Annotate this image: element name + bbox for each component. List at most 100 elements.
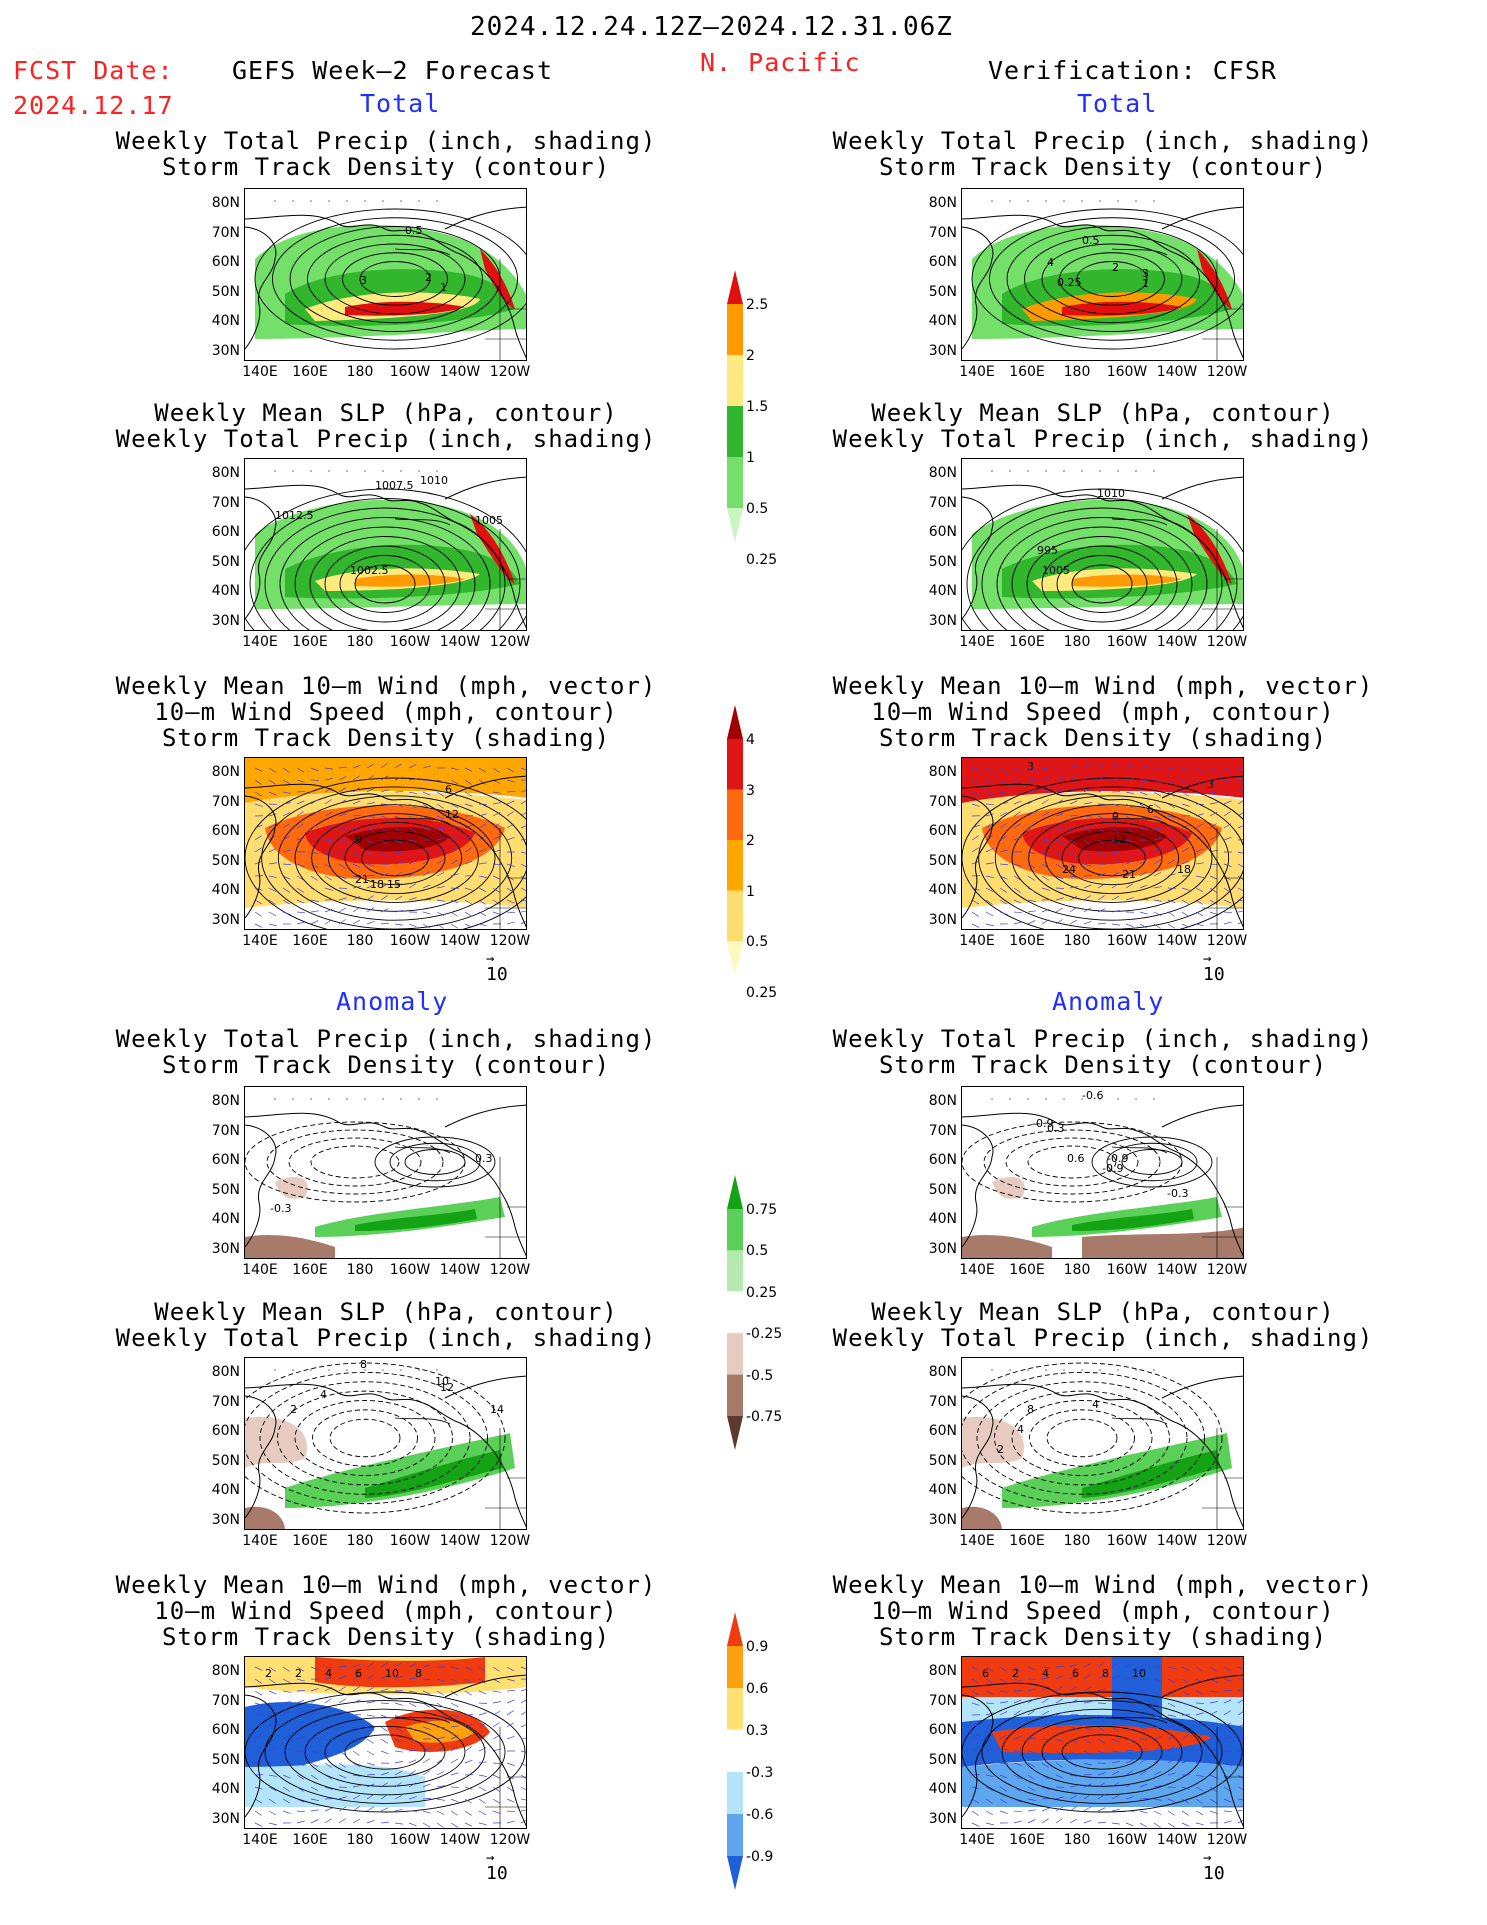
lat-tick-label: 40N xyxy=(211,1211,240,1227)
lon-tick-label: 140E xyxy=(242,634,278,650)
wind-gefs-title: Weekly Mean 10—m Wind (mph, vector) 10—m … xyxy=(86,673,686,751)
right-column-title: Verification: CFSR xyxy=(988,56,1277,85)
vector-arrow-icon: → xyxy=(486,951,495,967)
lon-tick-label: 180 xyxy=(346,1832,374,1848)
contour-label: 3 xyxy=(360,274,367,287)
contour-label: 12 xyxy=(445,808,459,821)
contour-label: 12 xyxy=(440,1381,454,1394)
colorbar-anom-storm xyxy=(726,1612,744,1890)
lon-tick-label: 160E xyxy=(1009,364,1045,380)
wind-cfsr-title-line: Weekly Mean 10—m Wind (mph, vector) xyxy=(832,672,1374,700)
aprecip-gefs-title-line: Weekly Total Precip (inch, shading) xyxy=(115,1025,657,1053)
contour-label: 1007.5 xyxy=(375,479,414,492)
lon-tick-label: 180 xyxy=(1063,1533,1091,1549)
lon-tick-label: 140W xyxy=(439,933,481,949)
lon-tick-label: 140W xyxy=(1156,1533,1198,1549)
precip-cfsr-title-line: Weekly Total Precip (inch, shading) xyxy=(832,127,1374,155)
vector-reference-value: 10 xyxy=(486,964,508,985)
lon-tick-label: 120W xyxy=(489,933,531,949)
precip-cfsr-title: Weekly Total Precip (inch, shading) Storm… xyxy=(803,128,1403,180)
lon-tick-label: 180 xyxy=(346,1262,374,1278)
wind-cfsr-map-plot: 3 3 9 6 12 24 21 18 xyxy=(962,758,1243,929)
awind-gefs-title: Weekly Mean 10—m Wind (mph, vector) 10—m … xyxy=(86,1572,686,1650)
lat-tick-label: 40N xyxy=(928,583,957,599)
colorbar-swatch xyxy=(727,1814,743,1856)
awind-cfsr-title-line: Weekly Mean 10—m Wind (mph, vector) xyxy=(832,1571,1374,1599)
colorbar-swatch xyxy=(727,1856,743,1890)
contour-label: 995 xyxy=(1037,544,1058,557)
vector-reference: → 10 xyxy=(1203,1851,1225,1884)
lon-tick-label: 140E xyxy=(959,634,995,650)
lon-tick-label: 160E xyxy=(292,1533,328,1549)
colorbar-label: 0.9 xyxy=(746,1639,769,1655)
lat-tick-label: 60N xyxy=(928,1722,957,1738)
contour-label: 6 xyxy=(1072,1667,1079,1680)
lon-tick-label: 140E xyxy=(959,1832,995,1848)
contour-label: 10 xyxy=(1132,1667,1146,1680)
lat-tick-label: 50N xyxy=(928,1452,957,1469)
colorbar-swatch xyxy=(727,890,743,941)
aprecip-gefs-map: 0.3 -0.3 xyxy=(244,1086,527,1259)
lon-tick-label: 160E xyxy=(292,1262,328,1278)
lat-tick-label: 80N xyxy=(211,764,240,780)
lat-tick-label: 80N xyxy=(928,465,957,481)
lon-tick-label: 140E xyxy=(959,364,995,380)
lat-tick-label: 40N xyxy=(211,1781,240,1797)
lon-tick-label: 140E xyxy=(242,1533,278,1549)
lon-tick-label: 140E xyxy=(959,1533,995,1549)
colorbar-label: 0.75 xyxy=(746,1202,778,1218)
lat-tick-label: 50N xyxy=(211,1751,240,1768)
contour-label: 8 xyxy=(415,1667,422,1680)
contour-label: 3 xyxy=(1207,778,1214,791)
lat-tick-label: 50N xyxy=(211,283,240,300)
lat-tick-label: 30N xyxy=(928,342,957,359)
aprecip-gefs-title-line: Storm Track Density (contour) xyxy=(161,1051,611,1079)
vector-reference: → 10 xyxy=(486,1850,508,1884)
lat-tick-label: 60N xyxy=(211,524,240,540)
lon-tick-label: 160W xyxy=(389,1533,431,1549)
lon-tick-label: 140W xyxy=(439,634,481,650)
vector-reference: → 10 xyxy=(1203,951,1225,985)
contour-label: 0.3 xyxy=(1047,1122,1065,1135)
lon-tick-label: 160E xyxy=(292,634,328,650)
aprecip-gefs-title: Weekly Total Precip (inch, shading) Storm… xyxy=(86,1026,686,1078)
contour-label: 8 xyxy=(360,1358,367,1371)
contour-label: 6 xyxy=(355,1667,362,1680)
lon-tick-label: 120W xyxy=(1206,1533,1248,1549)
lat-tick-label: 60N xyxy=(928,254,957,270)
lon-tick-label: 140W xyxy=(439,1832,481,1848)
lon-tick-label: 180 xyxy=(1063,933,1091,949)
contour-label: 1005 xyxy=(1042,564,1070,577)
slp-gefs-title: Weekly Mean SLP (hPa, contour) Weekly Tot… xyxy=(86,400,686,452)
lon-tick-label: 160E xyxy=(1009,1533,1045,1549)
aslp-gefs-title-line: Weekly Mean SLP (hPa, contour) xyxy=(154,1298,618,1326)
lat-tick-label: 80N xyxy=(928,1093,957,1109)
precip-cfsr-map: 0.5 4 2 3 1 0.25 xyxy=(961,188,1244,361)
colorbar-label: 1 xyxy=(746,450,755,466)
lat-tick-label: 80N xyxy=(928,195,957,211)
colorbar-label: 2 xyxy=(746,833,755,849)
colorbar-label: 0.25 xyxy=(746,552,778,568)
contour-label: 4 xyxy=(1092,1398,1099,1411)
colorbar-label: 0.6 xyxy=(746,1681,769,1697)
fcst-date-value: 2024.12.17 xyxy=(13,91,174,120)
awind-cfsr-map-plot: 6 2 4 6 8 10 xyxy=(962,1657,1243,1828)
awind-gefs-title-line: Storm Track Density (shading) xyxy=(161,1623,611,1651)
lat-tick-label: 80N xyxy=(211,1364,240,1380)
awind-gefs-map-plot: 2 2 4 6 10 8 xyxy=(245,1657,526,1828)
lat-tick-label: 40N xyxy=(928,1482,957,1498)
right-anomaly-label: Anomaly xyxy=(1052,987,1165,1016)
contour-label: 0.5 xyxy=(1082,234,1100,247)
colorbar-swatch xyxy=(727,457,743,508)
colorbar-label: -0.6 xyxy=(746,1807,774,1823)
lon-tick-label: 120W xyxy=(1206,634,1248,650)
vector-arrow-icon: → xyxy=(486,1850,495,1866)
contour-label: 21 xyxy=(1122,868,1136,881)
vector-arrow-icon: → xyxy=(1203,951,1212,967)
lat-tick-label: 30N xyxy=(928,612,957,629)
lon-tick-label: 160W xyxy=(389,1262,431,1278)
lon-tick-label: 180 xyxy=(1063,364,1091,380)
contour-label: -0.6 xyxy=(1082,1089,1103,1102)
lon-tick-label: 140W xyxy=(1156,933,1198,949)
colorbar-swatch xyxy=(727,1688,743,1730)
